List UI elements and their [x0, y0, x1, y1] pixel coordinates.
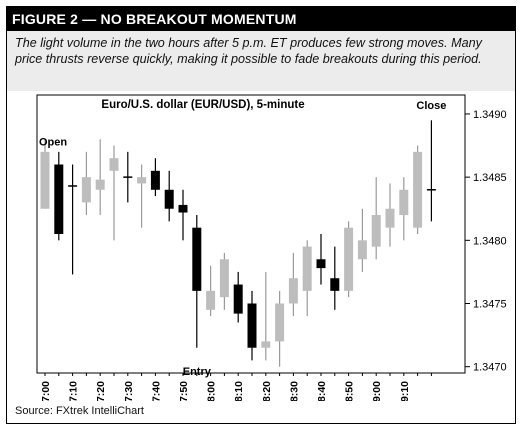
- chart-title: Euro/U.S. dollar (EUR/USD), 5-minute: [101, 99, 304, 111]
- x-tick-label: 17:20: [95, 381, 107, 401]
- chart-area: Euro/U.S. dollar (EUR/USD), 5-minute 1.3…: [13, 91, 509, 401]
- candle-body: [385, 208, 395, 228]
- annotation-entry: Entry: [183, 366, 212, 378]
- candle-body: [206, 290, 216, 310]
- y-tick-label: 1.3470: [473, 362, 507, 374]
- candle-body: [81, 177, 91, 203]
- candle-body: [357, 240, 367, 260]
- candle-body: [399, 189, 409, 216]
- x-tick-label: 17:40: [150, 381, 162, 401]
- candlestick-chart: Euro/U.S. dollar (EUR/USD), 5-minute 1.3…: [36, 94, 507, 401]
- candle-body: [137, 177, 147, 184]
- bodies-layer: [40, 151, 436, 348]
- annotations-layer: Open Entry Close: [39, 100, 446, 378]
- x-tick-label: 18:10: [233, 381, 245, 401]
- y-tick-label: 1.3490: [473, 109, 507, 121]
- caption-box: The light volume in the two hours after …: [7, 31, 515, 91]
- candle-body: [288, 278, 298, 304]
- candle-body: [219, 259, 229, 298]
- y-tick-label: 1.3475: [473, 299, 507, 311]
- candle-body: [40, 151, 50, 209]
- candle-body: [247, 303, 257, 348]
- x-tick-label: 17:30: [123, 381, 135, 401]
- annotation-open: Open: [39, 137, 67, 149]
- figure-caption: The light volume in the two hours after …: [15, 36, 482, 66]
- candle-body: [330, 278, 340, 291]
- y-axis: 1.3470 1.3475 1.3480 1.3485 1.3490: [465, 109, 507, 374]
- candle-body: [344, 227, 354, 291]
- x-tick-label: 18:40: [316, 381, 328, 401]
- candle-body: [371, 215, 381, 247]
- x-tick-label: 19:10: [399, 381, 411, 401]
- x-axis: 17:00 17:10 17:20 17:30 17:40 17:50 18:00 18:10…: [40, 373, 432, 401]
- x-tick-label: 17:50: [178, 381, 190, 401]
- candle-body: [261, 341, 271, 348]
- annotation-close: Close: [416, 100, 446, 112]
- candle-body: [150, 170, 160, 190]
- candle-body: [275, 303, 285, 342]
- x-tick-label: 19:00: [371, 381, 383, 401]
- candle-body: [413, 151, 423, 228]
- x-tick-label: 17:00: [40, 381, 52, 401]
- candle-body: [302, 246, 312, 291]
- candle-body: [164, 189, 174, 209]
- y-tick-label: 1.3485: [473, 172, 507, 184]
- candle-body: [233, 284, 243, 314]
- candle-body: [316, 259, 326, 269]
- x-tick-label: 18:50: [344, 381, 356, 401]
- candle-body: [54, 164, 64, 234]
- source-note: Source: FXtrek IntelliChart: [15, 405, 144, 417]
- candle-body: [109, 158, 119, 171]
- candle-body: [95, 179, 105, 190]
- y-tick-label: 1.3480: [473, 235, 507, 247]
- candle-body: [192, 227, 202, 291]
- x-tick-label: 18:20: [261, 381, 273, 401]
- x-tick-label: 17:10: [68, 381, 80, 401]
- figure-panel: FIGURE 2 — NO BREAKOUT MOMENTUM The ligh…: [6, 6, 516, 424]
- x-tick-label: 18:30: [288, 381, 300, 401]
- x-tick-label: 18:00: [206, 381, 218, 401]
- figure-header: FIGURE 2 — NO BREAKOUT MOMENTUM: [7, 7, 515, 31]
- candle-body: [178, 204, 188, 213]
